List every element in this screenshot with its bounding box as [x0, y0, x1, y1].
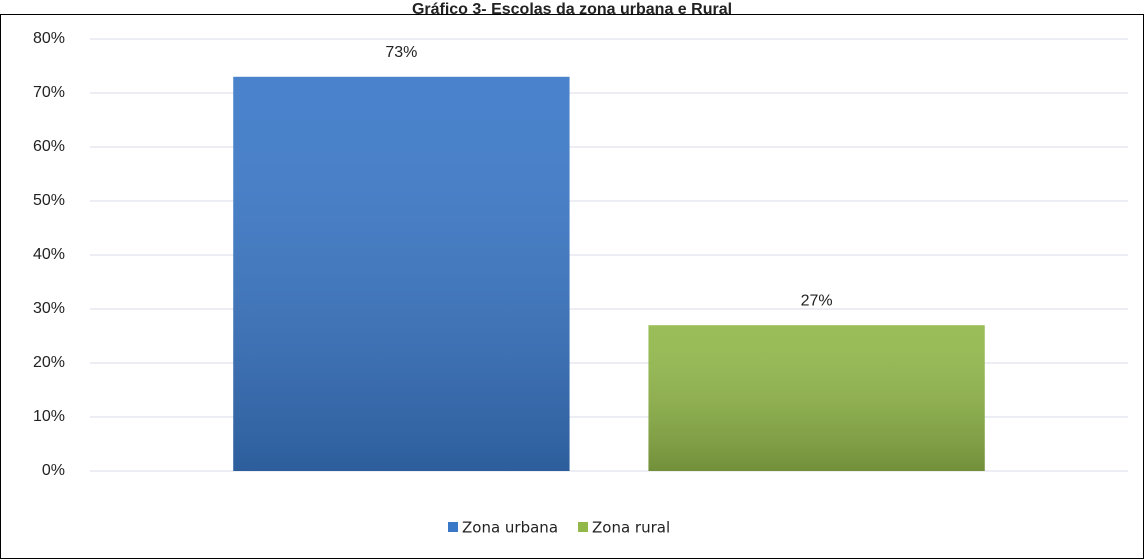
legend-swatch	[448, 522, 458, 532]
legend-label: Zona urbana	[462, 519, 558, 537]
y-tick-label: 40%	[33, 246, 65, 263]
y-tick-label: 10%	[33, 408, 65, 425]
y-tick-label: 30%	[33, 300, 65, 317]
y-tick-label: 80%	[33, 30, 65, 47]
legend-label: Zona rural	[592, 519, 670, 537]
bar	[233, 76, 570, 472]
data-label: 27%	[801, 292, 833, 309]
y-tick-label: 0%	[42, 462, 65, 479]
chart-frame	[0, 14, 1144, 559]
bar	[648, 325, 985, 471]
y-tick-label: 20%	[33, 354, 65, 371]
data-label: 73%	[385, 44, 417, 61]
legend-swatch	[578, 522, 589, 532]
y-tick-label: 70%	[33, 84, 65, 101]
y-tick-label: 60%	[33, 138, 65, 155]
y-tick-label: 50%	[33, 192, 65, 209]
chart-title: Gráfico 3- Escolas da zona urbana e Rura…	[412, 1, 732, 18]
